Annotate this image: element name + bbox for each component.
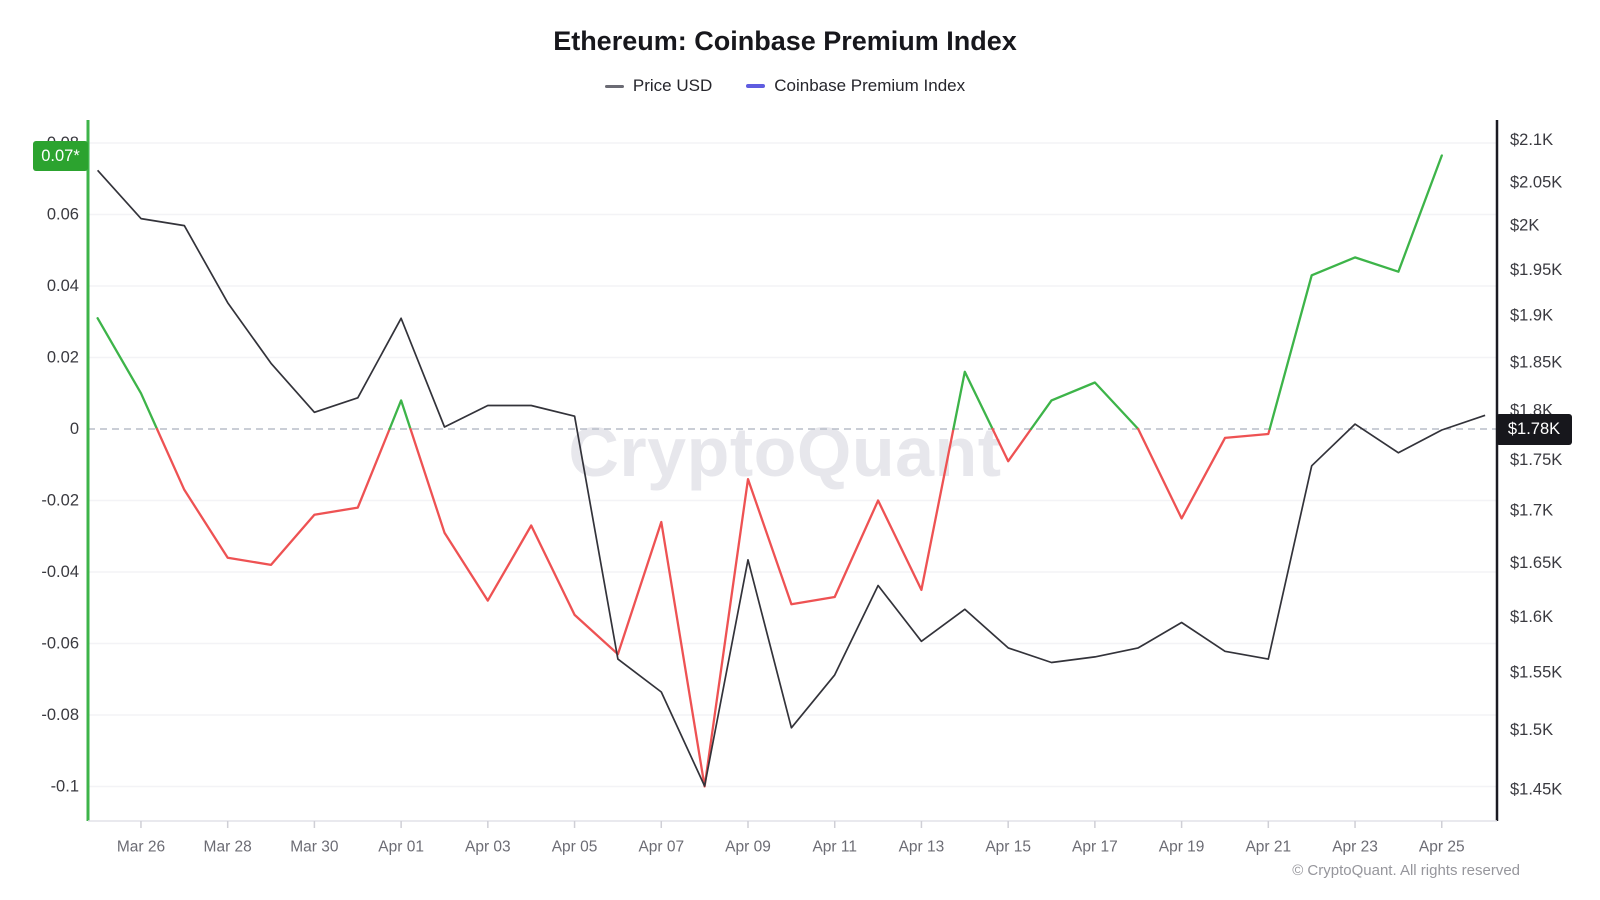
right-axis-tick-label: $1.95K <box>1510 261 1562 279</box>
right-axis-tick-label: $1.7K <box>1510 502 1553 520</box>
right-axis-tick-label: $2.05K <box>1510 173 1562 191</box>
price-last-value-badge: $1.78K <box>1496 414 1572 445</box>
premium-line-segment-positive <box>952 370 994 431</box>
left-axis-tick-label: 0.02 <box>47 349 79 367</box>
premium-line-swatch-icon <box>746 84 766 88</box>
premium-line-segment-negative <box>155 427 391 567</box>
left-axis-tick-label: 0.04 <box>47 277 79 295</box>
premium-line-segment-positive <box>1029 381 1140 431</box>
legend-label-coinbase-premium-index: Coinbase Premium Index <box>774 76 966 95</box>
premium-line-segment-negative <box>1137 427 1271 520</box>
left-axis-tick-label: -0.06 <box>41 635 79 653</box>
right-axis-tick-label: $1.45K <box>1510 781 1562 799</box>
left-axis-tick-label: -0.02 <box>41 492 79 510</box>
x-axis-tick-label: Mar 26 <box>117 838 165 855</box>
premium-last-value-badge: 0.07* <box>33 141 88 171</box>
left-axis-tick-label: -0.08 <box>41 706 79 724</box>
premium-line-segment-positive <box>1268 154 1443 431</box>
x-axis-tick-label: Apr 03 <box>465 838 511 855</box>
right-axis-tick-label: $1.6K <box>1510 608 1553 626</box>
x-axis-tick-label: Apr 19 <box>1159 838 1205 855</box>
x-axis-tick-label: Mar 30 <box>290 838 339 855</box>
premium-line-segment-positive <box>388 399 412 431</box>
x-axis-tick-label: Mar 28 <box>204 838 252 855</box>
premium-line-segment-negative <box>409 427 955 788</box>
x-axis-tick-label: Apr 11 <box>812 838 857 855</box>
left-axis-tick-label: 0 <box>70 420 79 438</box>
left-axis-tick-label: 0.06 <box>47 206 79 224</box>
x-axis-tick-label: Apr 05 <box>552 838 598 855</box>
price-last-value: $1.78K <box>1507 420 1561 438</box>
premium-line-segment-negative <box>991 427 1033 463</box>
x-axis-tick-label: Apr 25 <box>1419 838 1465 855</box>
x-axis-tick-label: Apr 15 <box>985 838 1031 855</box>
right-axis-tick-label: $1.75K <box>1510 451 1562 469</box>
right-axis-tick-label: $1.85K <box>1510 353 1562 371</box>
right-axis-tick-label: $1.65K <box>1510 554 1562 572</box>
x-axis-tick-label: Apr 07 <box>638 838 684 855</box>
premium-last-value: 0.07* <box>41 146 80 165</box>
watermark: CryptoQuant <box>568 413 1002 491</box>
x-axis-tick-label: Apr 17 <box>1072 838 1118 855</box>
left-axis-tick-label: -0.04 <box>41 563 79 581</box>
copyright-text: © CryptoQuant. All rights reserved <box>1292 862 1520 879</box>
x-axis-tick-label: Apr 23 <box>1332 838 1378 855</box>
price-line-swatch-icon <box>604 84 624 88</box>
right-axis-tick-label: $1.55K <box>1510 664 1562 682</box>
price-line <box>96 169 1486 787</box>
right-axis-tick-label: $2.1K <box>1510 131 1553 149</box>
legend-item-price-usd[interactable]: Price USD <box>604 76 713 96</box>
right-axis-tick-label: $1.5K <box>1510 721 1553 739</box>
left-axis-tick-label: -0.1 <box>51 778 79 796</box>
x-axis-tick-label: Apr 09 <box>725 838 771 855</box>
right-axis-tick-label: $1.9K <box>1510 307 1553 325</box>
legend-item-coinbase-premium-index[interactable]: Coinbase Premium Index <box>746 76 965 96</box>
premium-line-segment-positive <box>96 317 159 431</box>
legend-label-price-usd: Price USD <box>632 76 713 95</box>
legend: Price USD Coinbase Premium Index <box>0 76 1570 96</box>
x-axis-tick-label: Apr 13 <box>899 838 945 855</box>
x-axis-tick-label: Apr 01 <box>378 838 424 855</box>
x-axis-tick-label: Apr 21 <box>1245 838 1291 855</box>
right-axis-tick-label: $2K <box>1510 217 1539 235</box>
chart-title: Ethereum: Coinbase Premium Index <box>553 26 1017 56</box>
